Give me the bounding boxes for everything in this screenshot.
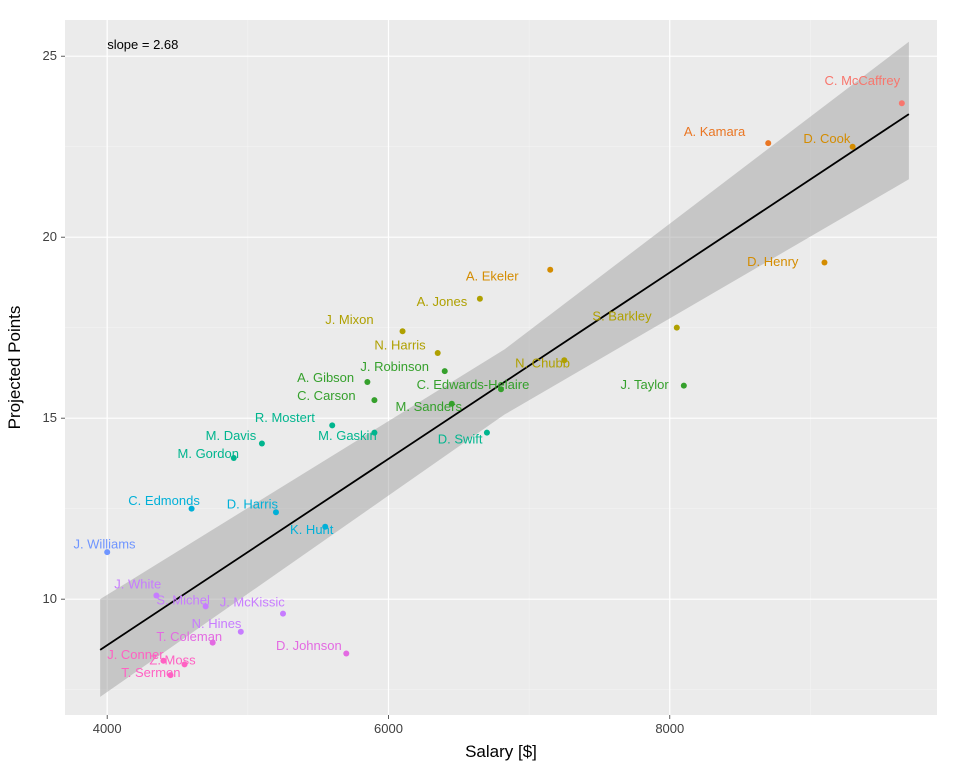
data-point (477, 296, 483, 302)
x-tick-label: 6000 (374, 721, 403, 736)
data-point (821, 260, 827, 266)
x-tick-label: 4000 (93, 721, 122, 736)
y-tick-label: 20 (43, 229, 57, 244)
point-label: D. Swift (438, 432, 483, 447)
point-label: C. McCaffrey (824, 73, 900, 88)
data-point (547, 267, 553, 273)
point-label: K. Hunt (290, 522, 334, 537)
point-label: M. Davis (206, 428, 257, 443)
chart-svg: 4000 6000 8000 10 15 20 25 C. McCaffrey A. Kamar… (0, 0, 957, 775)
point-label: T. Sermon (121, 665, 180, 680)
data-point (442, 368, 448, 374)
scatter-chart: 4000 6000 8000 10 15 20 25 C. McCaffrey A. Kamar… (0, 0, 957, 775)
point-label: J. Mixon (325, 312, 373, 327)
data-point (259, 441, 265, 447)
point-label: S. Barkley (592, 308, 652, 323)
point-label: J. McKissic (220, 594, 285, 609)
x-tick-label: 8000 (655, 721, 684, 736)
slope-annotation: slope = 2.68 (107, 37, 178, 52)
point-label: A. Gibson (297, 370, 354, 385)
point-label: T. Coleman (156, 629, 222, 644)
y-tick-label: 10 (43, 591, 57, 606)
point-label: D. Cook (803, 131, 850, 146)
point-label: D. Johnson (276, 638, 342, 653)
point-label: J. Williams (73, 536, 136, 551)
data-point (681, 383, 687, 389)
point-label: J. Taylor (621, 377, 670, 392)
point-label: N. Harris (374, 337, 426, 352)
point-label: J. Robinson (360, 359, 429, 374)
data-point (899, 100, 905, 106)
point-label: M. Gordon (178, 446, 239, 461)
point-label: A. Jones (417, 294, 468, 309)
data-point (765, 140, 771, 146)
data-point (850, 144, 856, 150)
point-label: R. Mostert (255, 410, 315, 425)
data-point (674, 325, 680, 331)
data-point (435, 350, 441, 356)
point-label: D. Harris (227, 497, 279, 512)
point-label: J. White (114, 576, 161, 591)
point-label: S. Michel (156, 593, 210, 608)
point-label: A. Kamara (684, 124, 746, 139)
data-point (280, 611, 286, 617)
point-label: M. Sanders (396, 399, 463, 414)
point-label: D. Henry (747, 254, 799, 269)
data-point (371, 397, 377, 403)
data-point (484, 430, 490, 436)
data-point (364, 379, 370, 385)
point-label: C. Carson (297, 388, 356, 403)
point-label: M. Gaskin (318, 428, 377, 443)
x-axis-title: Salary [$] (465, 742, 537, 761)
point-label: C. Edmonds (128, 493, 200, 508)
point-label: A. Ekeler (466, 269, 519, 284)
data-point (400, 328, 406, 334)
y-tick-label: 25 (43, 48, 57, 63)
y-tick-label: 15 (43, 410, 57, 425)
data-point (343, 650, 349, 656)
point-label: N. Chubb (515, 356, 570, 371)
y-axis-title: Projected Points (5, 306, 24, 430)
point-label: C. Edwards-Helaire (417, 377, 530, 392)
